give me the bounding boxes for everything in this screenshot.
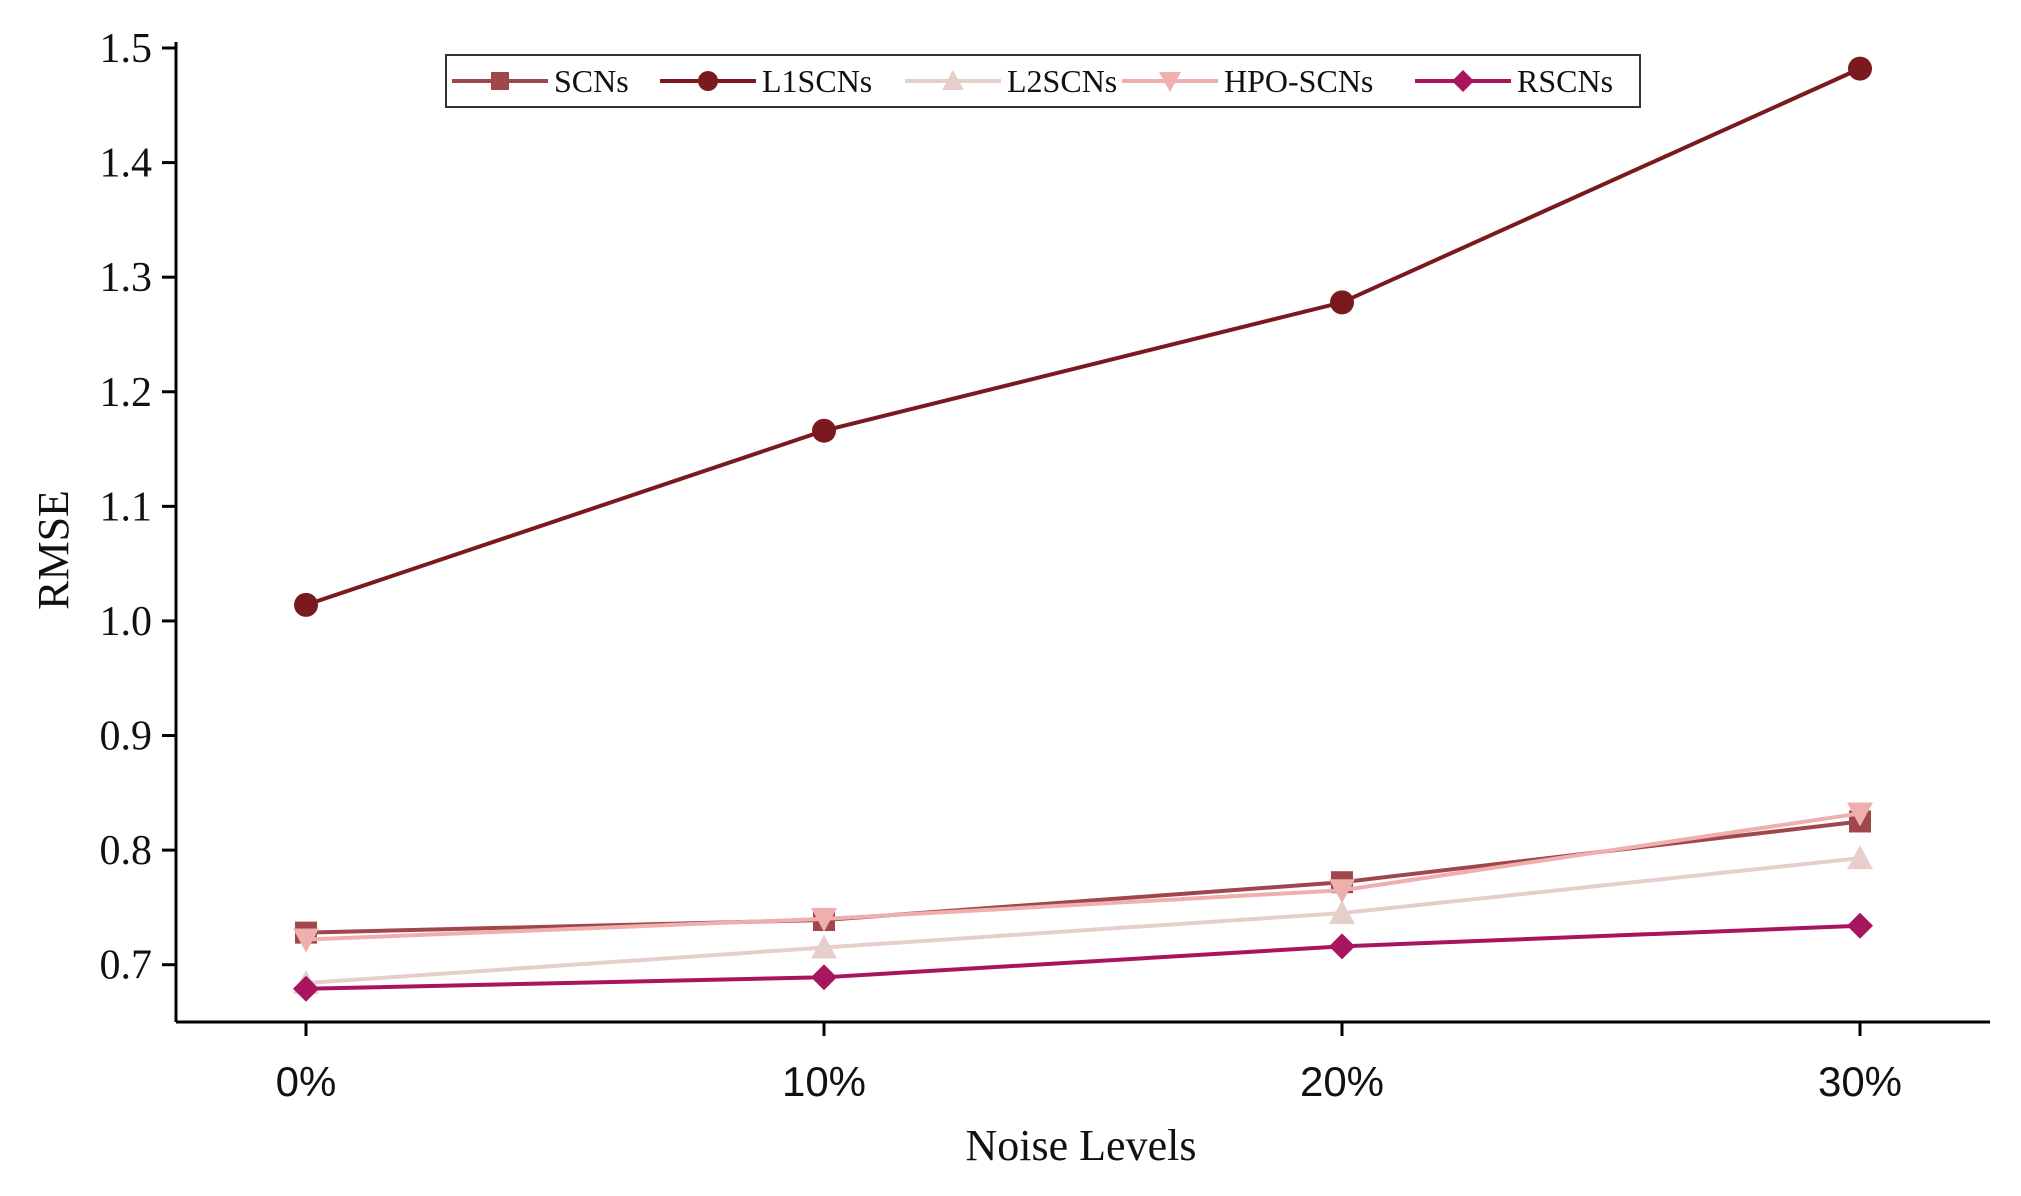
data-point-rscns <box>1329 933 1355 960</box>
y-tick-label: 0.8 <box>100 828 153 874</box>
data-point-l2scns <box>1329 900 1355 925</box>
data-point-l2scns <box>1847 845 1873 870</box>
legend-marker <box>1452 70 1474 92</box>
y-tick-label: 0.7 <box>100 943 153 989</box>
data-point-l1scns <box>294 592 318 617</box>
legend-item-l2scns: L2SCNs <box>905 63 1117 99</box>
legend-label: L1SCNs <box>762 63 872 99</box>
data-point-rscns <box>811 964 837 991</box>
data-point-hpo-scns <box>293 928 319 953</box>
series-line-l1scns <box>305 66 1861 607</box>
legend-marker <box>942 70 964 90</box>
legend-label: L2SCNs <box>1007 63 1117 99</box>
data-point-l1scns <box>1330 290 1354 315</box>
legend-item-scns: SCNs <box>452 63 629 99</box>
legend-item-l1scns: L1SCNs <box>660 63 872 99</box>
legend-item-hpo-scns: HPO-SCNs <box>1122 63 1373 99</box>
legend-label: HPO-SCNs <box>1224 63 1373 99</box>
y-tick-label: 0.9 <box>100 714 153 760</box>
x-tick-label: 20% <box>1300 1058 1384 1105</box>
x-axis-title: Noise Levels <box>966 1121 1197 1170</box>
data-point-rscns <box>293 975 319 1002</box>
y-tick-label: 1.5 <box>100 26 153 72</box>
y-tick-label: 1.2 <box>100 370 153 416</box>
series-hpo-scns <box>293 802 1873 953</box>
series-layer <box>293 56 1873 1002</box>
data-point-hpo-scns <box>811 907 837 932</box>
legend-item-rscns: RSCNs <box>1415 63 1613 99</box>
legend-label: RSCNs <box>1517 63 1613 99</box>
series-rscns <box>293 912 1873 1002</box>
data-point-rscns <box>1847 912 1873 939</box>
y-tick-label: 1.0 <box>100 599 153 645</box>
legend-label: SCNs <box>554 63 629 99</box>
series-line-hpo-scns <box>305 811 1861 942</box>
data-point-hpo-scns <box>1329 879 1355 904</box>
legend-marker <box>1159 72 1181 92</box>
legend: SCNs L1SCNs L2SCNs HPO-SCNs RSCNs <box>445 54 1641 108</box>
series-line-scns <box>305 819 1861 935</box>
y-tick-label: 1.1 <box>100 484 153 530</box>
series-l1scns <box>294 56 1872 617</box>
x-tick-label: 10% <box>782 1058 866 1105</box>
data-point-l2scns <box>811 934 837 959</box>
y-axis-title: RMSE <box>29 490 78 610</box>
data-point-l1scns <box>812 418 836 443</box>
series-line-rscns <box>305 923 1861 991</box>
y-tick-label: 1.4 <box>100 141 153 187</box>
data-point-l1scns <box>1848 56 1872 81</box>
x-tick-label: 0% <box>276 1058 337 1105</box>
y-tick-label: 1.3 <box>100 255 153 301</box>
data-point-hpo-scns <box>1847 802 1873 827</box>
series-scns <box>295 810 1871 944</box>
series-line-l2scns <box>305 856 1861 986</box>
legend-marker <box>698 71 718 91</box>
x-tick-label: 30% <box>1818 1058 1902 1105</box>
axes: 0.7 0.8 0.9 1.0 1.1 1.2 1.3 1.4 1.5 0% 10% 20% 30% <box>100 26 1990 1105</box>
series-l2scns <box>293 845 1873 995</box>
legend-marker <box>491 72 509 90</box>
